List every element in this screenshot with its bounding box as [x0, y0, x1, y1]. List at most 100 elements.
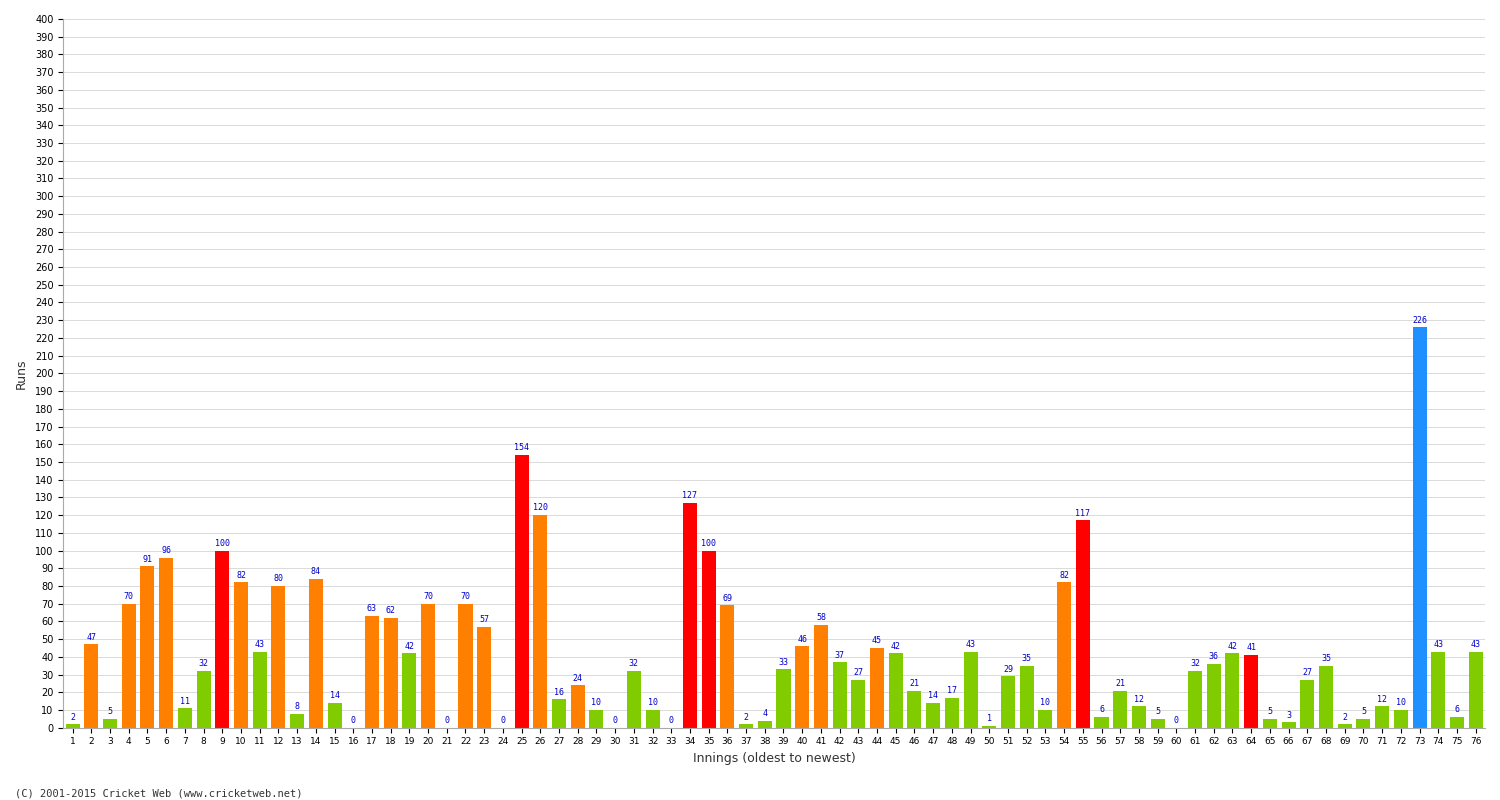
Text: 63: 63: [368, 605, 376, 614]
Bar: [1132, 706, 1146, 728]
Text: 12: 12: [1377, 695, 1388, 704]
Text: 43: 43: [1432, 640, 1443, 649]
Bar: [1020, 666, 1034, 728]
Bar: [1263, 719, 1276, 728]
Text: 41: 41: [1246, 643, 1256, 653]
Bar: [908, 690, 921, 728]
Text: 3: 3: [1286, 710, 1292, 720]
Text: 84: 84: [310, 567, 321, 576]
Text: 27: 27: [1302, 668, 1312, 678]
Text: 120: 120: [532, 503, 548, 513]
Bar: [1468, 651, 1482, 728]
Bar: [216, 550, 229, 728]
Bar: [159, 558, 172, 728]
Text: 10: 10: [1041, 698, 1050, 707]
Bar: [1450, 717, 1464, 728]
Bar: [590, 710, 603, 728]
Bar: [1356, 719, 1371, 728]
Bar: [84, 645, 99, 728]
Bar: [1206, 664, 1221, 728]
Text: 14: 14: [330, 691, 339, 700]
Text: 32: 32: [628, 659, 639, 668]
Text: 100: 100: [214, 539, 230, 548]
Text: 0: 0: [669, 716, 674, 725]
Bar: [1038, 710, 1053, 728]
Bar: [66, 724, 80, 728]
Bar: [364, 616, 380, 728]
Text: 8: 8: [294, 702, 300, 711]
Bar: [1413, 327, 1426, 728]
Text: 42: 42: [891, 642, 900, 650]
Text: 10: 10: [1396, 698, 1406, 707]
Bar: [1188, 671, 1202, 728]
Bar: [870, 648, 883, 728]
Text: 100: 100: [700, 539, 715, 548]
Text: 70: 70: [460, 592, 471, 601]
Bar: [1000, 676, 1016, 728]
Bar: [1095, 717, 1108, 728]
Bar: [627, 671, 640, 728]
Text: 4: 4: [762, 709, 768, 718]
Text: 5: 5: [108, 707, 112, 716]
Text: 10: 10: [648, 698, 657, 707]
Y-axis label: Runs: Runs: [15, 358, 28, 389]
Bar: [178, 708, 192, 728]
Bar: [1076, 521, 1090, 728]
Bar: [234, 582, 248, 728]
Bar: [104, 719, 117, 728]
Text: (C) 2001-2015 Cricket Web (www.cricketweb.net): (C) 2001-2015 Cricket Web (www.cricketwe…: [15, 788, 303, 798]
Bar: [252, 651, 267, 728]
Text: 154: 154: [514, 443, 529, 452]
Text: 12: 12: [1134, 695, 1144, 704]
Text: 32: 32: [1190, 659, 1200, 668]
Text: 82: 82: [1059, 570, 1070, 580]
Bar: [327, 703, 342, 728]
Bar: [459, 604, 472, 728]
Text: 91: 91: [142, 555, 153, 564]
Bar: [196, 671, 210, 728]
Text: 1: 1: [987, 714, 992, 723]
Text: 6: 6: [1455, 706, 1460, 714]
Text: 43: 43: [1470, 640, 1480, 649]
Bar: [570, 685, 585, 728]
Bar: [422, 604, 435, 728]
Text: 16: 16: [554, 688, 564, 697]
Bar: [1226, 654, 1239, 728]
Bar: [1281, 722, 1296, 728]
Bar: [777, 670, 790, 728]
Text: 27: 27: [853, 668, 864, 678]
Text: 0: 0: [351, 716, 355, 725]
Text: 36: 36: [1209, 652, 1219, 662]
Bar: [1150, 719, 1164, 728]
Bar: [552, 699, 566, 728]
Text: 117: 117: [1076, 509, 1090, 518]
Bar: [1431, 651, 1444, 728]
Text: 42: 42: [1227, 642, 1238, 650]
Bar: [122, 604, 136, 728]
Text: 5: 5: [1155, 707, 1160, 716]
Bar: [514, 455, 528, 728]
Bar: [1113, 690, 1126, 728]
Text: 2: 2: [70, 713, 75, 722]
Bar: [645, 710, 660, 728]
Bar: [682, 502, 698, 728]
Text: 14: 14: [928, 691, 938, 700]
Text: 2: 2: [1342, 713, 1347, 722]
Bar: [1244, 655, 1258, 728]
Text: 0: 0: [444, 716, 450, 725]
Text: 62: 62: [386, 606, 396, 615]
Bar: [926, 703, 940, 728]
Text: 42: 42: [405, 642, 414, 650]
Text: 70: 70: [423, 592, 433, 601]
Text: 33: 33: [778, 658, 789, 666]
Bar: [1318, 666, 1334, 728]
Text: 0: 0: [1174, 716, 1179, 725]
Text: 46: 46: [796, 634, 807, 643]
Bar: [290, 714, 304, 728]
Bar: [384, 618, 398, 728]
Bar: [720, 606, 735, 728]
Text: 69: 69: [723, 594, 732, 603]
Text: 5: 5: [1360, 707, 1366, 716]
Text: 0: 0: [501, 716, 506, 725]
Text: 80: 80: [273, 574, 284, 583]
